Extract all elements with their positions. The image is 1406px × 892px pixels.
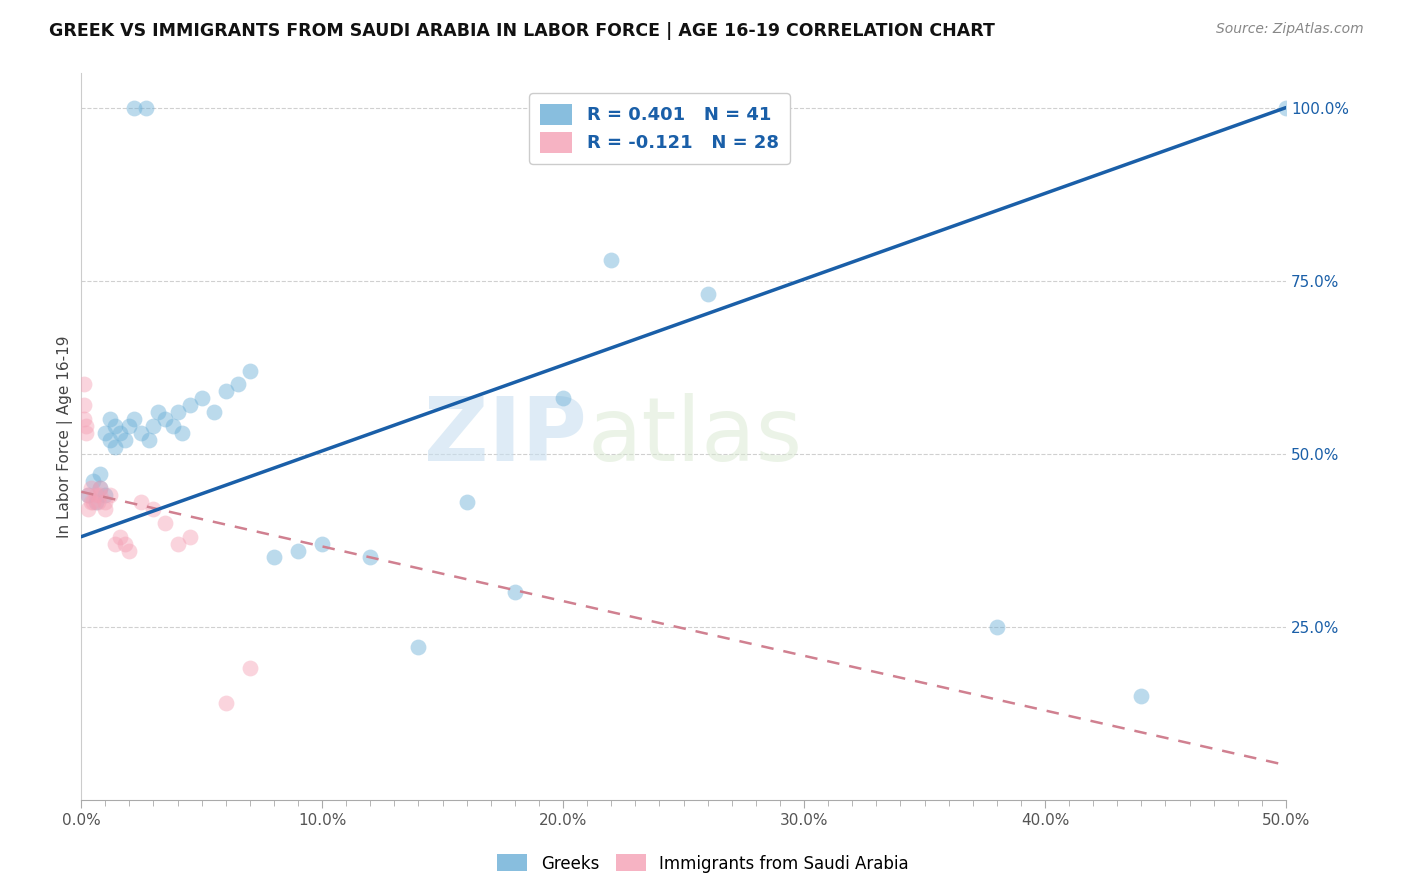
Point bbox=[166, 536, 188, 550]
Point bbox=[114, 433, 136, 447]
Point bbox=[94, 495, 117, 509]
Point bbox=[104, 419, 127, 434]
Point bbox=[82, 495, 104, 509]
Point bbox=[359, 550, 381, 565]
Point bbox=[600, 252, 623, 267]
Point bbox=[131, 495, 153, 509]
Point bbox=[287, 543, 309, 558]
Point bbox=[82, 475, 104, 489]
Legend: R = 0.401   N = 41, R = -0.121   N = 28: R = 0.401 N = 41, R = -0.121 N = 28 bbox=[529, 93, 790, 163]
Point bbox=[89, 488, 111, 502]
Point bbox=[72, 412, 94, 426]
Point bbox=[179, 530, 201, 544]
Point bbox=[104, 536, 127, 550]
Point bbox=[77, 502, 100, 516]
Point bbox=[456, 495, 478, 509]
Text: atlas: atlas bbox=[588, 392, 803, 480]
Point bbox=[122, 412, 145, 426]
Point bbox=[263, 550, 285, 565]
Point bbox=[239, 363, 262, 377]
Point bbox=[131, 425, 153, 440]
Text: ZIP: ZIP bbox=[425, 392, 588, 480]
Point bbox=[190, 392, 212, 406]
Point bbox=[155, 412, 177, 426]
Point bbox=[77, 488, 100, 502]
Point bbox=[215, 696, 238, 710]
Point bbox=[162, 419, 184, 434]
Point bbox=[148, 405, 170, 419]
Point bbox=[172, 425, 194, 440]
Point bbox=[72, 377, 94, 392]
Point bbox=[155, 516, 177, 530]
Point bbox=[179, 398, 201, 412]
Point bbox=[226, 377, 249, 392]
Point bbox=[503, 585, 526, 599]
Point bbox=[104, 440, 127, 454]
Point bbox=[84, 495, 107, 509]
Point bbox=[89, 481, 111, 495]
Point bbox=[75, 425, 97, 440]
Y-axis label: In Labor Force | Age 16-19: In Labor Force | Age 16-19 bbox=[58, 335, 73, 538]
Point bbox=[138, 433, 160, 447]
Point bbox=[80, 495, 103, 509]
Point bbox=[122, 101, 145, 115]
Point bbox=[89, 481, 111, 495]
Point bbox=[1130, 689, 1153, 703]
Point bbox=[80, 481, 103, 495]
Point bbox=[202, 405, 225, 419]
Point bbox=[94, 488, 117, 502]
Text: Source: ZipAtlas.com: Source: ZipAtlas.com bbox=[1216, 22, 1364, 37]
Point bbox=[135, 101, 157, 115]
Point bbox=[108, 425, 131, 440]
Point bbox=[77, 488, 100, 502]
Point bbox=[89, 467, 111, 482]
Point bbox=[311, 536, 333, 550]
Point bbox=[98, 488, 121, 502]
Point bbox=[84, 488, 107, 502]
Point bbox=[108, 530, 131, 544]
Point bbox=[142, 419, 165, 434]
Point bbox=[986, 620, 1008, 634]
Point bbox=[114, 536, 136, 550]
Point bbox=[98, 433, 121, 447]
Point bbox=[72, 398, 94, 412]
Point bbox=[118, 419, 141, 434]
Point bbox=[696, 287, 718, 301]
Point bbox=[118, 543, 141, 558]
Point bbox=[166, 405, 188, 419]
Point bbox=[94, 425, 117, 440]
Point bbox=[239, 661, 262, 675]
Text: GREEK VS IMMIGRANTS FROM SAUDI ARABIA IN LABOR FORCE | AGE 16-19 CORRELATION CHA: GREEK VS IMMIGRANTS FROM SAUDI ARABIA IN… bbox=[49, 22, 995, 40]
Point bbox=[98, 412, 121, 426]
Legend: Greeks, Immigrants from Saudi Arabia: Greeks, Immigrants from Saudi Arabia bbox=[491, 847, 915, 880]
Point bbox=[408, 640, 430, 655]
Point bbox=[551, 392, 574, 406]
Point bbox=[94, 502, 117, 516]
Point bbox=[75, 419, 97, 434]
Point bbox=[87, 495, 110, 509]
Point bbox=[1275, 101, 1298, 115]
Point bbox=[215, 384, 238, 399]
Point bbox=[142, 502, 165, 516]
